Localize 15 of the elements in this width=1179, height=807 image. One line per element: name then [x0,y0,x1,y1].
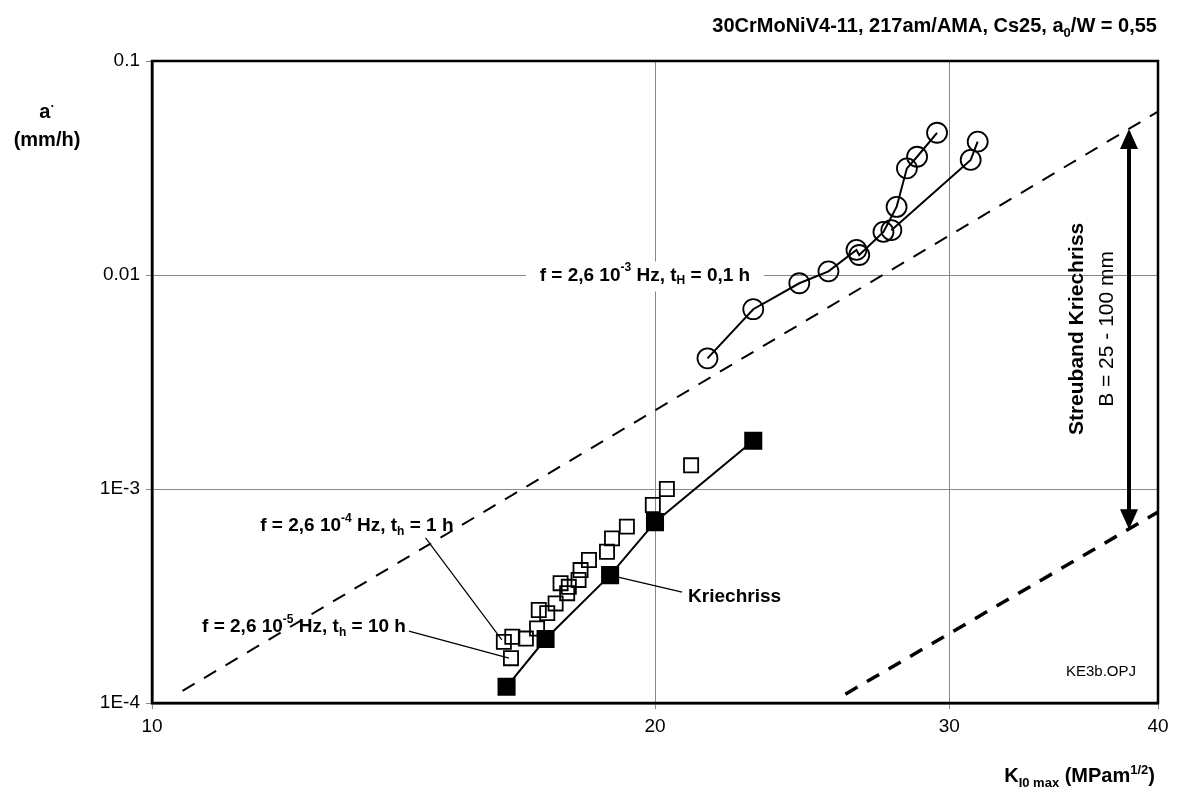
annotation: B = 25 - 100 mm [1093,250,1117,407]
x-tick-label: 30 [938,714,960,736]
y-axis-title: a$^{·}$ (mm/h) [12,97,82,152]
x-tick-label: 20 [644,714,666,736]
y-tick-label: 1E-3 [99,477,140,499]
annotation: Kriechriss [688,585,782,607]
x-tick-label: 10 [141,714,163,736]
annotation: KE3b.OPJ [1065,662,1137,680]
y-tick-label: 1E-4 [99,691,141,713]
x-tick-label: 40 [1147,714,1169,736]
y-tick-label: 0.01 [103,263,140,285]
x-axis-title: K$_{I0 max}$ (MPam$^{1/2}$) [1004,762,1155,790]
y-tick-label: 0.1 [113,49,140,71]
chart-title: 30CrMoNiV4-11, 217am/AMA, Cs25, a$_{0}$/W = 0,55 [712,14,1157,40]
annotation: Streuband Kriechriss [1063,222,1087,436]
